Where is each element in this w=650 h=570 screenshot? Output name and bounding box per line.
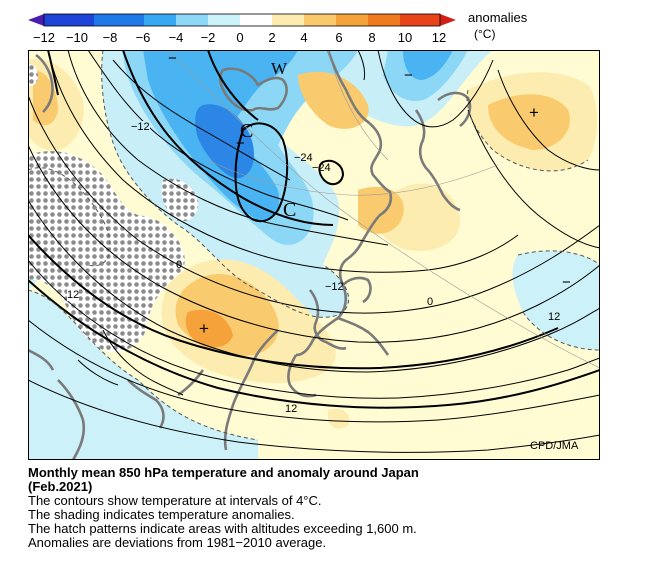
- colorbar-bin: [400, 14, 440, 26]
- caption-line: The shading indicates temperature anomal…: [28, 507, 295, 522]
- caption-line: The hatch patterns indicate areas with a…: [28, 521, 417, 536]
- contour-label: −24: [312, 162, 331, 174]
- colorbar-bin: [336, 14, 368, 26]
- colorbar-bin: [44, 14, 94, 26]
- anomaly-positive-region: [328, 408, 350, 429]
- zero-anomaly-lines: [28, 50, 600, 441]
- anomaly-positive-region: [488, 94, 570, 150]
- colorbar-tick: 6: [335, 30, 343, 45]
- anomaly-positive-region: [298, 71, 369, 129]
- anomaly-negative-region: [28, 290, 258, 460]
- map: −12 −24 −24 0 −12 0 12 12 12 W C C − − −…: [28, 50, 600, 460]
- graticule: [167, 50, 600, 369]
- anomaly-positive-region: [358, 186, 404, 234]
- colorbar-tick: 4: [300, 30, 308, 45]
- high-altitude-hatch: [161, 178, 199, 222]
- colorbar-unit: (°C): [474, 27, 496, 41]
- colorbar-tick: −12: [32, 30, 56, 45]
- cold-center-marker: C: [283, 199, 297, 221]
- contour-label: 0: [176, 259, 183, 271]
- anomaly-negative-region: [403, 50, 453, 80]
- negative-anomaly-marker: −: [236, 135, 245, 152]
- contour-label: 12: [67, 289, 80, 301]
- colorbar-arrow-right: [440, 14, 456, 26]
- caption-subtitle: (Feb.2021): [28, 479, 93, 494]
- caption-line: Anomalies are deviations from 1981−2010 …: [28, 535, 327, 550]
- contour-label: −12: [131, 121, 150, 133]
- colorbar-bin: [208, 14, 240, 26]
- colorbar-bin: [144, 14, 176, 26]
- colorbar-unit-title: anomalies: [468, 10, 528, 25]
- positive-anomaly-marker: +: [199, 319, 209, 338]
- colorbar-tick: −2: [200, 30, 216, 45]
- colorbar-bin: [240, 14, 272, 26]
- negative-anomaly-marker: −: [562, 274, 571, 291]
- contour-label: 12: [548, 311, 561, 323]
- caption-title: Monthly mean 850 hPa temperature and ano…: [28, 465, 419, 480]
- colorbar-bin: [176, 14, 208, 26]
- colorbar: −12 −10 −8 −6 −4 −2 0 2 4 6 8 10 12 anom…: [0, 0, 650, 50]
- colorbar-arrow-left: [28, 14, 44, 26]
- colorbar-bin: [94, 14, 144, 26]
- colorbar-tick: −6: [135, 30, 151, 45]
- warm-center-marker: W: [271, 59, 288, 78]
- high-altitude-hatch: [28, 151, 185, 352]
- cold-center-marker: C: [240, 120, 254, 142]
- colorbar-bin: [368, 14, 400, 26]
- temperature-contours-bold: [28, 50, 600, 409]
- negative-anomaly-marker: −: [404, 67, 413, 84]
- anomaly-positive-region: [185, 309, 233, 348]
- caption-line: The contours show temperature at interva…: [28, 493, 322, 508]
- contour-label: −12: [325, 281, 344, 293]
- positive-anomaly-marker: +: [529, 103, 539, 122]
- anomaly-negative-region: [195, 104, 254, 179]
- high-altitude-hatch: [28, 64, 38, 86]
- temperature-contours: [28, 50, 600, 453]
- contour-label: −24: [294, 152, 313, 164]
- colorbar-tick: −4: [168, 30, 184, 45]
- colorbar-tick: −8: [102, 30, 118, 45]
- credit-label: CPD/JMA: [530, 440, 579, 452]
- colorbar-graphic: [28, 13, 456, 27]
- coastline: [28, 50, 472, 460]
- contour-label: 0: [427, 296, 434, 308]
- colorbar-tick: 2: [268, 30, 276, 45]
- caption: Monthly mean 850 hPa temperature and ano…: [28, 466, 628, 550]
- negative-anomaly-marker: −: [168, 50, 177, 67]
- colorbar-tick: −10: [65, 30, 89, 45]
- map-graphic: [28, 50, 600, 460]
- colorbar-tick: 0: [236, 30, 244, 45]
- colorbar-bin: [304, 14, 336, 26]
- colorbar-tick: 12: [431, 30, 447, 45]
- colorbar-tick: 8: [368, 30, 376, 45]
- contour-label: 12: [285, 403, 298, 415]
- colorbar-tick: 10: [397, 30, 413, 45]
- colorbar-bin: [272, 14, 304, 26]
